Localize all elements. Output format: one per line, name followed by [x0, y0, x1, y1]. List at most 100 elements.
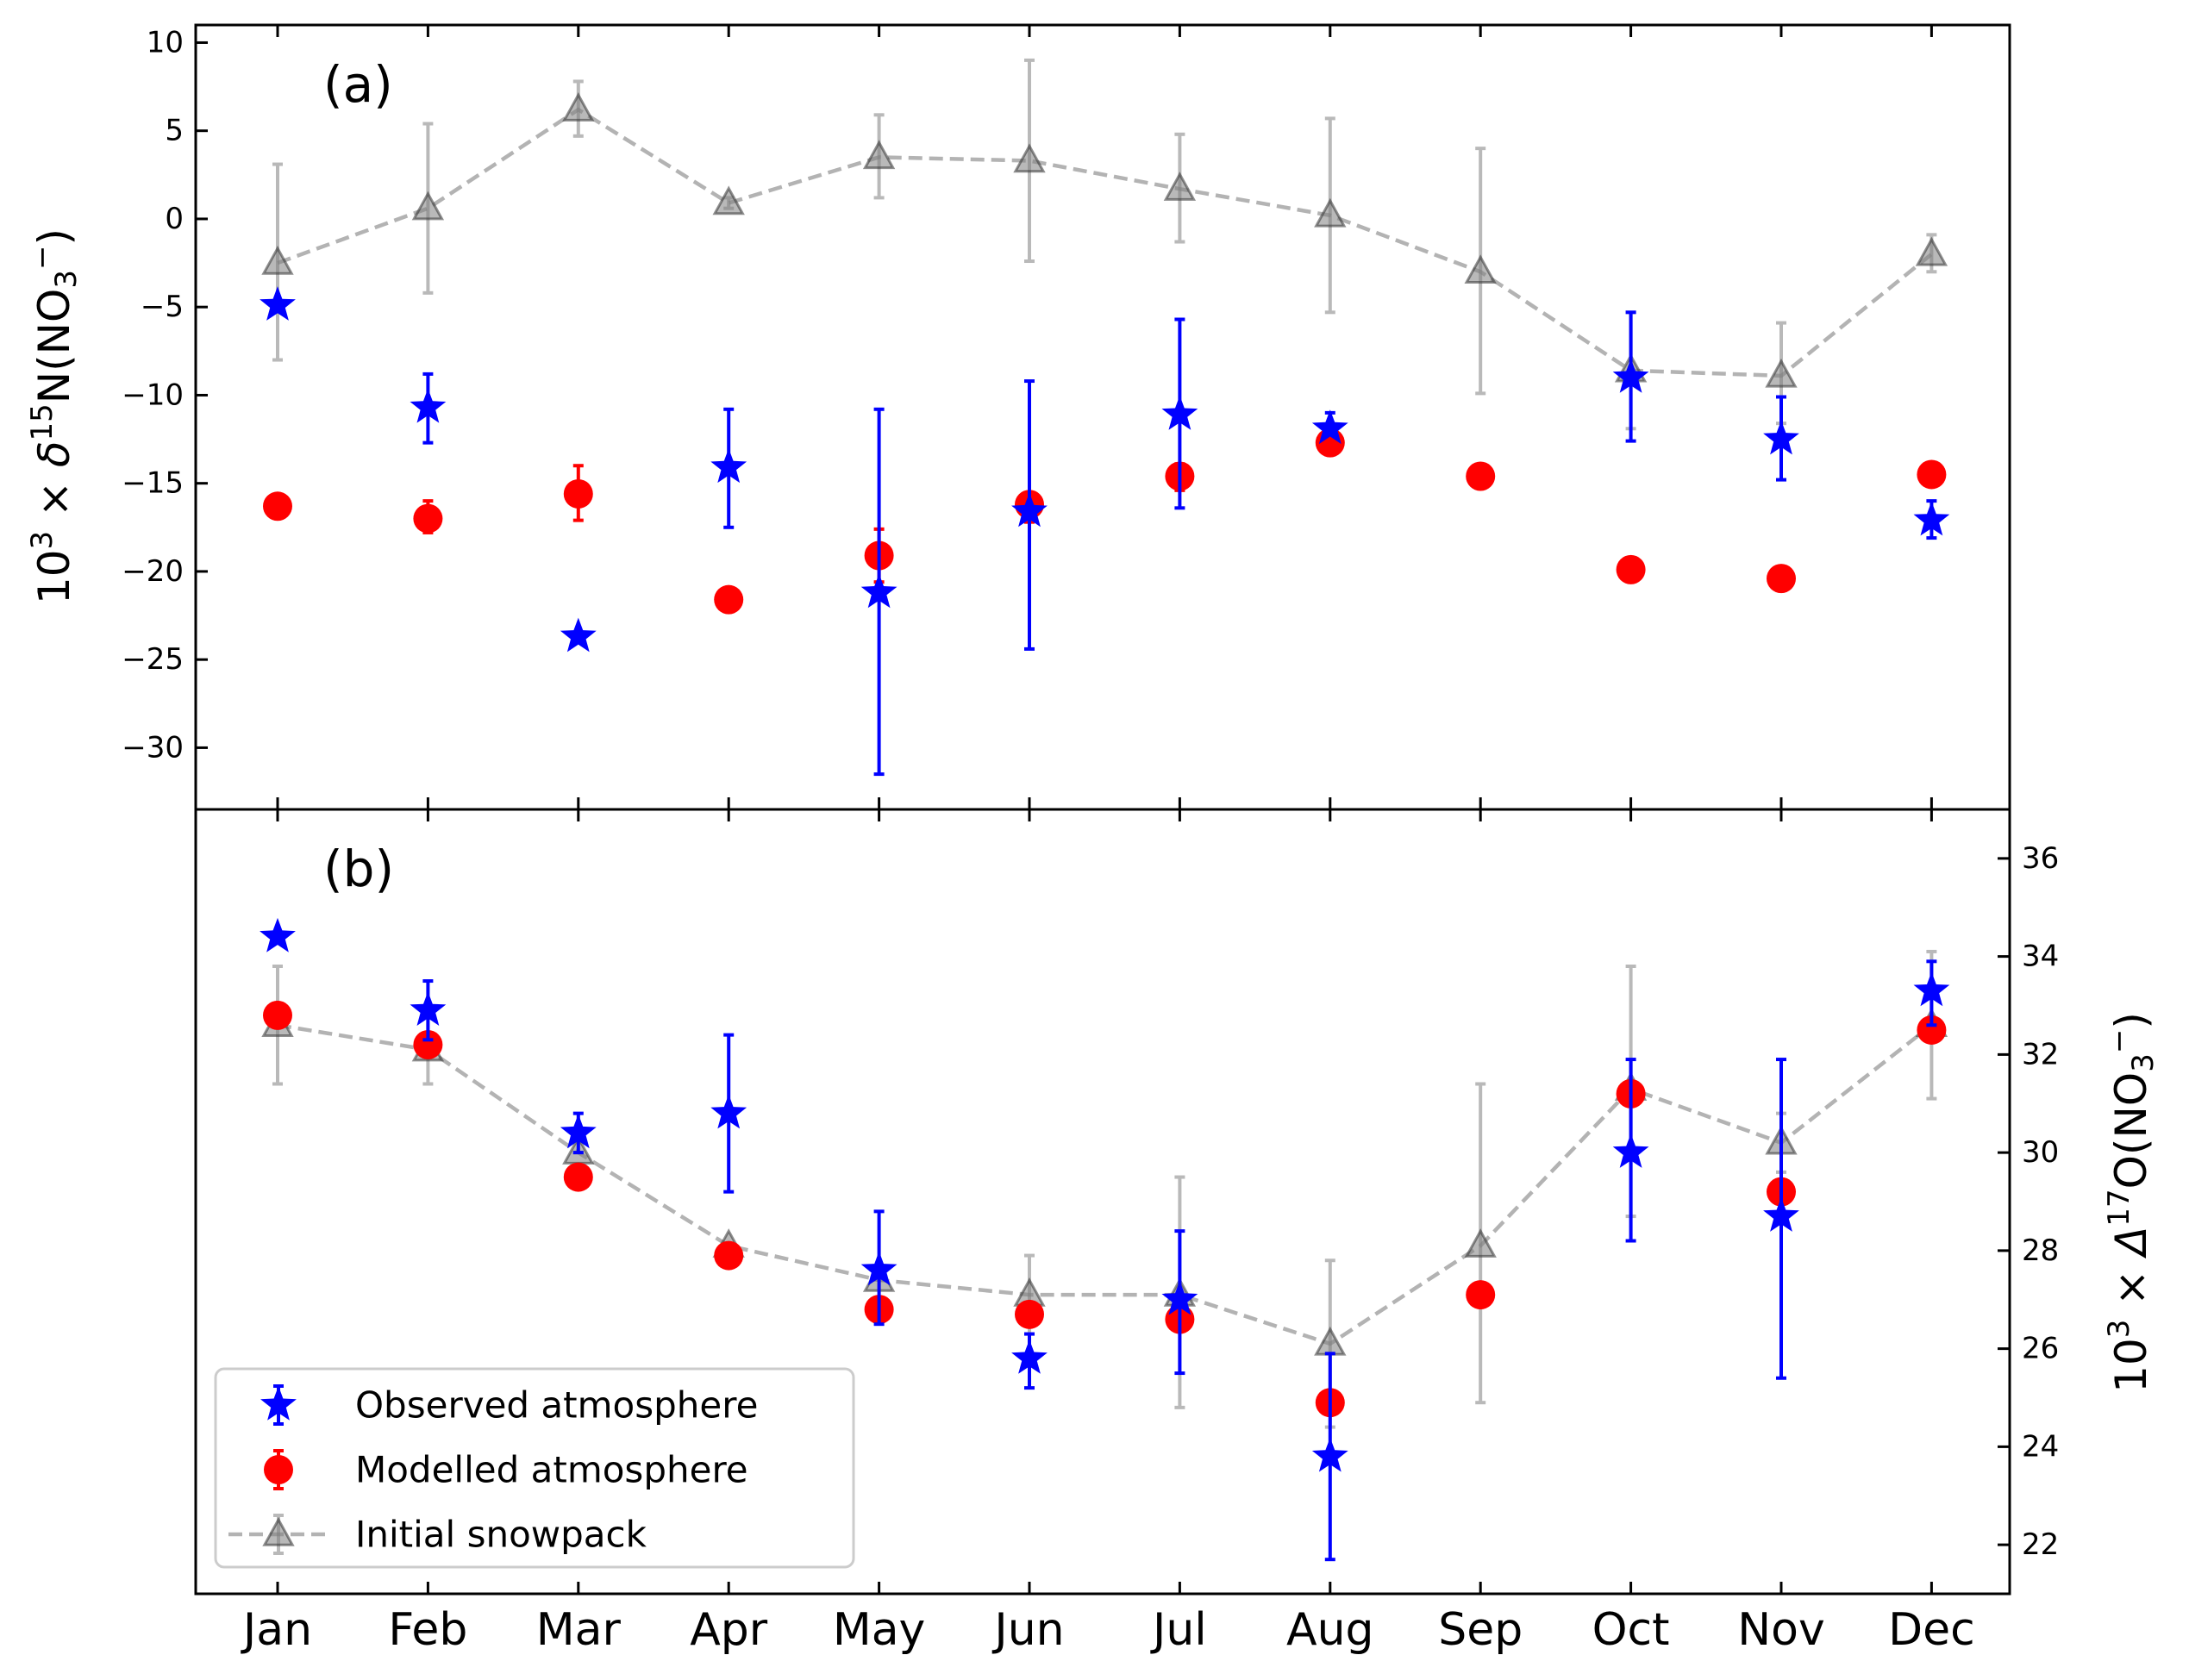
- panel-b-ylabel-part-4: 17: [2102, 1189, 2136, 1226]
- panel-a-initial-snowpack-point: [562, 92, 595, 122]
- panel-b-ytick-label: 32: [2022, 1037, 2059, 1071]
- panel-a-ylabel: 103 × δ15N(NO3−): [25, 228, 84, 604]
- frame: [194, 23, 2011, 1596]
- panel-a-ytick-label: −5: [141, 290, 184, 324]
- legend-entry-modelled-atmosphere: Modelled atmosphere: [264, 1449, 748, 1491]
- legend-label-modelled-atmosphere: Modelled atmosphere: [355, 1449, 748, 1491]
- panel-a-observed-atmosphere-point: [1161, 395, 1198, 430]
- panel-a-ylabel-part-3: δ: [29, 441, 79, 468]
- panel-b-observed-atmosphere-point: [1763, 1197, 1799, 1232]
- panel-b-initial-snowpack-line: [277, 1023, 1933, 1346]
- panel-a-initial-snowpack-point: [1765, 358, 1798, 388]
- panel-b-ylabel-part-1: 3: [2102, 1320, 2136, 1339]
- panel-a-series-modelled-atmosphere: [263, 428, 1947, 615]
- panel-a-initial-snowpack-point: [261, 245, 294, 275]
- panel-b-ylabel-part-7: −: [2102, 1029, 2136, 1054]
- panel-b-observed-atmosphere-point: [1311, 1437, 1348, 1472]
- x-tick-label: Apr: [690, 1604, 768, 1656]
- panel-a-initial-snowpack-point: [1314, 197, 1347, 228]
- panel-a-modelled-atmosphere-point: [413, 503, 443, 534]
- panel-b-observed-atmosphere-point: [860, 1251, 897, 1286]
- legend-marker-initial-snowpack: [262, 1516, 295, 1546]
- panel-a-observed-atmosphere-point: [1311, 409, 1348, 445]
- x-tick-label: Jun: [991, 1604, 1064, 1656]
- x-tick-label: Mar: [536, 1604, 622, 1656]
- panel-a-modelled-atmosphere-point: [563, 478, 593, 509]
- panel-a-initial-snowpack-point: [1013, 143, 1046, 173]
- panel-a-ytick-label: 0: [165, 202, 184, 236]
- x-tick-label: Jul: [1150, 1604, 1207, 1656]
- panel-a-ylabel-part-5: N(NO: [29, 289, 79, 404]
- panel-b-ytick-label: 28: [2022, 1233, 2059, 1268]
- panel-b-series-observed-atmosphere: [260, 917, 1950, 1562]
- panel-a-observed-atmosphere-point: [710, 448, 747, 484]
- panel-b-observed-atmosphere-point: [1913, 971, 1950, 1007]
- panel-a-modelled-atmosphere-point: [1616, 554, 1646, 584]
- x-tick-label: Dec: [1888, 1604, 1975, 1656]
- panel-a-ylabel-part-8: ): [29, 228, 79, 246]
- legend-entry-observed-atmosphere: Observed atmosphere: [260, 1384, 758, 1427]
- panel-a-ytick-label: 5: [165, 114, 184, 148]
- panel-b-ylabel-part-5: O(NO: [2106, 1072, 2156, 1190]
- panel-b-ytick-label: 34: [2022, 940, 2059, 974]
- panel-a-ylabel-part-2: ×: [29, 467, 79, 531]
- x-tick-label: Sep: [1438, 1604, 1523, 1656]
- panel-a-ylabel-part-6: 3: [49, 270, 84, 289]
- panel-a-initial-snowpack-point: [1915, 236, 1948, 266]
- panel-a-modelled-atmosphere-point: [263, 491, 292, 521]
- panel-b-ylabel-part-2: ×: [2106, 1256, 2156, 1320]
- panel-a-observed-atmosphere-point: [1612, 359, 1649, 393]
- panel-b-ytick-label: 30: [2022, 1135, 2059, 1170]
- panel-a-observed-atmosphere-point: [260, 286, 296, 321]
- panel-a-ytick-label: −20: [122, 554, 184, 589]
- panel-b-series-modelled-atmosphere: [263, 1000, 1947, 1418]
- legend-entry-initial-snowpack: Initial snowpack: [228, 1514, 647, 1556]
- panel-a-modelled-atmosphere-point: [1466, 461, 1496, 491]
- legend: Observed atmosphere Modelled atmosphere In…: [214, 1367, 855, 1569]
- panel-b-observed-atmosphere-point: [410, 991, 447, 1026]
- panel-a-observed-atmosphere-point: [1763, 420, 1799, 455]
- panel-b-modelled-atmosphere-point: [413, 1030, 443, 1059]
- panel-a-modelled-atmosphere-point: [714, 584, 744, 615]
- panel-a-observed-atmosphere-point: [1913, 501, 1950, 536]
- x-tick-label: Aug: [1286, 1604, 1374, 1656]
- panel-b-ylabel-part-8: ): [2106, 1012, 2156, 1029]
- legend-marker-modelled-atmosphere: [264, 1455, 293, 1484]
- panel-a-ylabel-part-4: 15: [25, 403, 59, 440]
- panel-b-initial-snowpack-point: [1464, 1228, 1497, 1258]
- panel-a-observed-atmosphere-point: [560, 617, 597, 653]
- panel-b-ylabel-part-3: Δ: [2106, 1227, 2156, 1259]
- legend-marker-observed-atmosphere: [260, 1386, 297, 1421]
- panel-b-modelled-atmosphere-point: [714, 1240, 744, 1271]
- panel-a-observed-atmosphere-point: [410, 388, 447, 423]
- panel-a-modelled-atmosphere-point: [1767, 564, 1796, 594]
- x-tick-label: Oct: [1592, 1604, 1670, 1656]
- x-axis: Jan Feb Mar Apr May Jun Jul Aug Sep Oct Nov Dec: [241, 1604, 1975, 1656]
- legend-box: [214, 1367, 855, 1569]
- panel-a-ytick-label: −10: [122, 378, 184, 412]
- panel-a-observed-atmosphere-point: [1011, 492, 1048, 528]
- panel-b-ytick-label: 36: [2022, 841, 2059, 876]
- panel-a-initial-snowpack-point: [862, 140, 896, 170]
- panel-b-ytick-label: 26: [2022, 1332, 2059, 1366]
- panel-a-ytick-label: −25: [122, 642, 184, 677]
- x-tick-label: Jan: [241, 1604, 312, 1656]
- panel-a-initial-snowpack-point: [712, 185, 745, 215]
- panel-b-observed-atmosphere-point: [1161, 1280, 1198, 1315]
- legend-label-observed-atmosphere: Observed atmosphere: [355, 1384, 758, 1427]
- panel-a-label: (a): [323, 55, 393, 114]
- panel-a-initial-snowpack-point: [1464, 254, 1497, 284]
- panel-a-series-observed-atmosphere: [260, 286, 1950, 777]
- panel-a-ytick-label: −15: [122, 466, 184, 501]
- panel-b-observed-atmosphere-point: [710, 1094, 747, 1129]
- panel-a-ylabel-part-1: 3: [25, 531, 59, 550]
- panel-b-observed-atmosphere-point: [1612, 1134, 1649, 1168]
- x-tick-label: Nov: [1737, 1604, 1825, 1656]
- panel-b-initial-snowpack-point: [1314, 1326, 1347, 1356]
- x-tick-label: Feb: [388, 1604, 467, 1656]
- panel-b-ytick-label: 24: [2022, 1429, 2059, 1464]
